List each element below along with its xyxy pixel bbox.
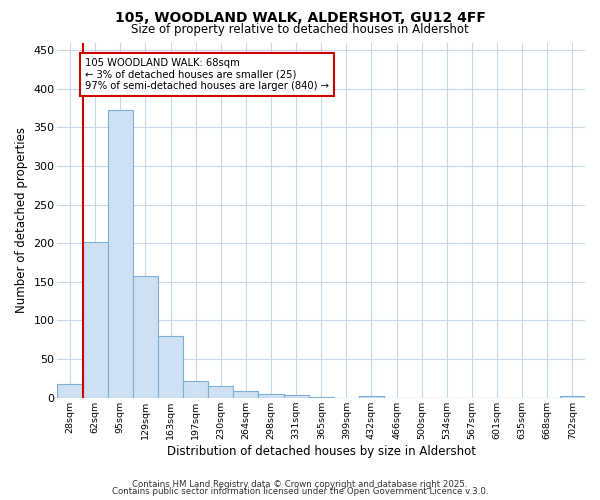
Bar [284,396,308,398]
Bar [208,386,233,398]
Bar [108,110,133,398]
Bar [560,396,585,398]
Y-axis label: Number of detached properties: Number of detached properties [15,127,28,313]
Text: Contains public sector information licensed under the Open Government Licence v.: Contains public sector information licen… [112,488,488,496]
X-axis label: Distribution of detached houses by size in Aldershot: Distribution of detached houses by size … [167,444,476,458]
Bar [233,392,259,398]
Text: 105, WOODLAND WALK, ALDERSHOT, GU12 4FF: 105, WOODLAND WALK, ALDERSHOT, GU12 4FF [115,11,485,25]
Bar [359,396,384,398]
Bar [308,397,334,398]
Bar [83,242,108,398]
Text: 105 WOODLAND WALK: 68sqm
← 3% of detached houses are smaller (25)
97% of semi-de: 105 WOODLAND WALK: 68sqm ← 3% of detache… [85,58,329,91]
Bar [183,380,208,398]
Text: Size of property relative to detached houses in Aldershot: Size of property relative to detached ho… [131,22,469,36]
Text: Contains HM Land Registry data © Crown copyright and database right 2025.: Contains HM Land Registry data © Crown c… [132,480,468,489]
Bar [58,384,83,398]
Bar [158,336,183,398]
Bar [133,276,158,398]
Bar [259,394,284,398]
